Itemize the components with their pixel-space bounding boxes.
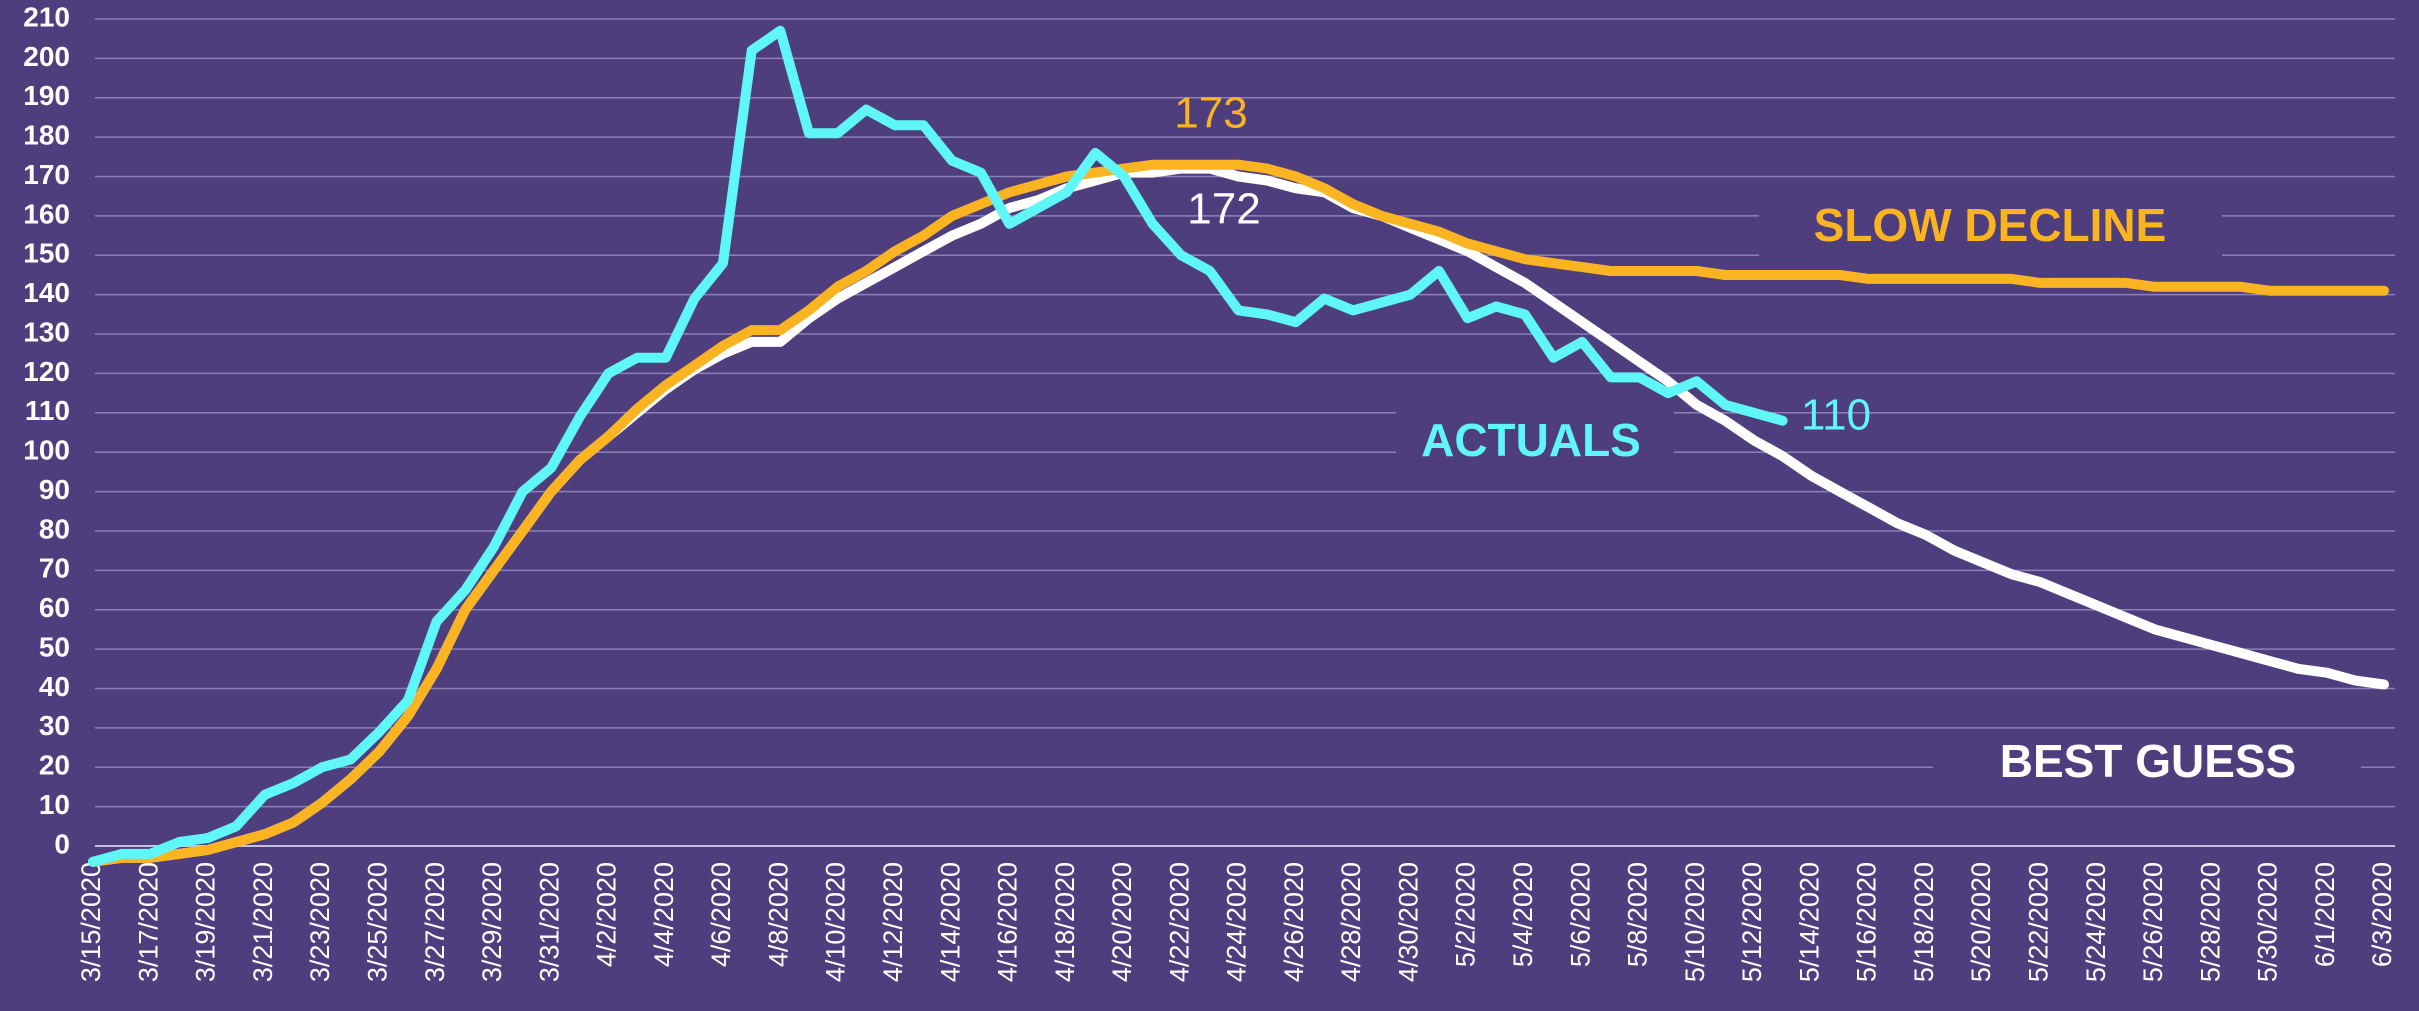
series-label: BEST GUESS	[2000, 735, 2297, 787]
y-tick-label: 60	[39, 592, 70, 623]
x-tick-label: 5/28/2020	[2195, 862, 2225, 982]
x-tick-label: 3/29/2020	[477, 862, 507, 982]
x-tick-label: 4/28/2020	[1336, 862, 1366, 982]
y-tick-label: 20	[39, 750, 70, 781]
x-tick-label: 4/6/2020	[706, 862, 736, 967]
series-label: SLOW DECLINE	[1814, 199, 2167, 251]
series-label: ACTUALS	[1421, 414, 1641, 466]
x-tick-label: 4/22/2020	[1164, 862, 1194, 982]
x-tick-label: 3/19/2020	[191, 862, 221, 982]
x-tick-label: 5/30/2020	[2253, 862, 2283, 982]
y-tick-label: 80	[39, 513, 70, 544]
x-tick-label: 5/4/2020	[1508, 862, 1538, 967]
y-tick-label: 170	[23, 159, 70, 190]
y-tick-label: 140	[23, 277, 70, 308]
y-tick-label: 50	[39, 631, 70, 662]
x-tick-label: 5/26/2020	[2138, 862, 2168, 982]
label-box	[1396, 410, 1674, 476]
x-tick-label: 3/15/2020	[76, 862, 106, 982]
x-tick-label: 5/22/2020	[2023, 862, 2053, 982]
x-tick-label: 4/14/2020	[935, 862, 965, 982]
annotation: 172	[1187, 185, 1260, 234]
x-tick-label: 4/4/2020	[649, 862, 679, 967]
x-tick-label: 5/6/2020	[1565, 862, 1595, 967]
x-tick-label: 3/23/2020	[305, 862, 335, 982]
x-tick-label: 4/26/2020	[1279, 862, 1309, 982]
x-tick-label: 5/20/2020	[1966, 862, 1996, 982]
series-line	[88, 159, 2389, 867]
lines	[88, 25, 2389, 867]
x-tick-label: 4/12/2020	[878, 862, 908, 982]
x-tick-label: 5/14/2020	[1794, 862, 1824, 982]
label-box	[1933, 732, 2361, 798]
y-tick-label: 10	[39, 789, 70, 820]
x-tick-label: 4/10/2020	[821, 862, 851, 982]
x-tick-label: 5/18/2020	[1909, 862, 1939, 982]
x-tick-label: 4/24/2020	[1222, 862, 1252, 982]
x-tick-label: 5/24/2020	[2081, 862, 2111, 982]
x-tick-label: 3/25/2020	[363, 862, 393, 982]
x-tick-label: 4/20/2020	[1107, 862, 1137, 982]
y-tick-label: 90	[39, 474, 70, 505]
x-tick-label: 5/12/2020	[1737, 862, 1767, 982]
y-tick-label: 210	[23, 1, 70, 32]
x-tick-label: 3/27/2020	[420, 862, 450, 982]
y-tick-label: 30	[39, 710, 70, 741]
x-tick-label: 5/8/2020	[1623, 862, 1653, 967]
y-tick-label: 160	[23, 198, 70, 229]
y-tick-label: 130	[23, 316, 70, 347]
y-tick-label: 180	[23, 120, 70, 151]
x-tick-label: 6/1/2020	[2310, 862, 2340, 967]
y-tick-label: 200	[23, 41, 70, 72]
x-tick-label: 4/18/2020	[1050, 862, 1080, 982]
y-tick-label: 70	[39, 553, 70, 584]
x-tick-label: 5/2/2020	[1451, 862, 1481, 967]
x-tick-label: 5/10/2020	[1680, 862, 1710, 982]
y-tick-label: 120	[23, 356, 70, 387]
grid: 0 10 20 30 40 50 60 70 80 90 100 110 120 130 140 150 160…	[23, 1, 2397, 982]
annotation: 110	[1801, 391, 1871, 440]
label-box	[1759, 196, 2222, 262]
x-tick-label: 6/3/2020	[2367, 862, 2397, 967]
y-tick-label: 100	[23, 435, 70, 466]
x-tick-label: 4/8/2020	[763, 862, 793, 967]
y-tick-label: 40	[39, 671, 70, 702]
labels: ACTUALS SLOW DECLINE BEST GUESS 173 172 …	[1174, 89, 2296, 788]
y-tick-label: 110	[25, 395, 70, 426]
x-tick-label: 3/31/2020	[534, 862, 564, 982]
x-tick-label: 4/16/2020	[993, 862, 1023, 982]
annotation: 173	[1174, 89, 1247, 138]
x-tick-label: 3/17/2020	[133, 862, 163, 982]
y-tick-label: 190	[23, 80, 70, 111]
x-tick-label: 4/30/2020	[1393, 862, 1423, 982]
x-tick-label: 3/21/2020	[248, 862, 278, 982]
series-line	[88, 25, 1788, 867]
x-tick-label: 4/2/2020	[592, 862, 622, 967]
y-tick-label: 0	[54, 828, 70, 859]
x-tick-label: 5/16/2020	[1852, 862, 1882, 982]
y-tick-label: 150	[23, 238, 70, 269]
